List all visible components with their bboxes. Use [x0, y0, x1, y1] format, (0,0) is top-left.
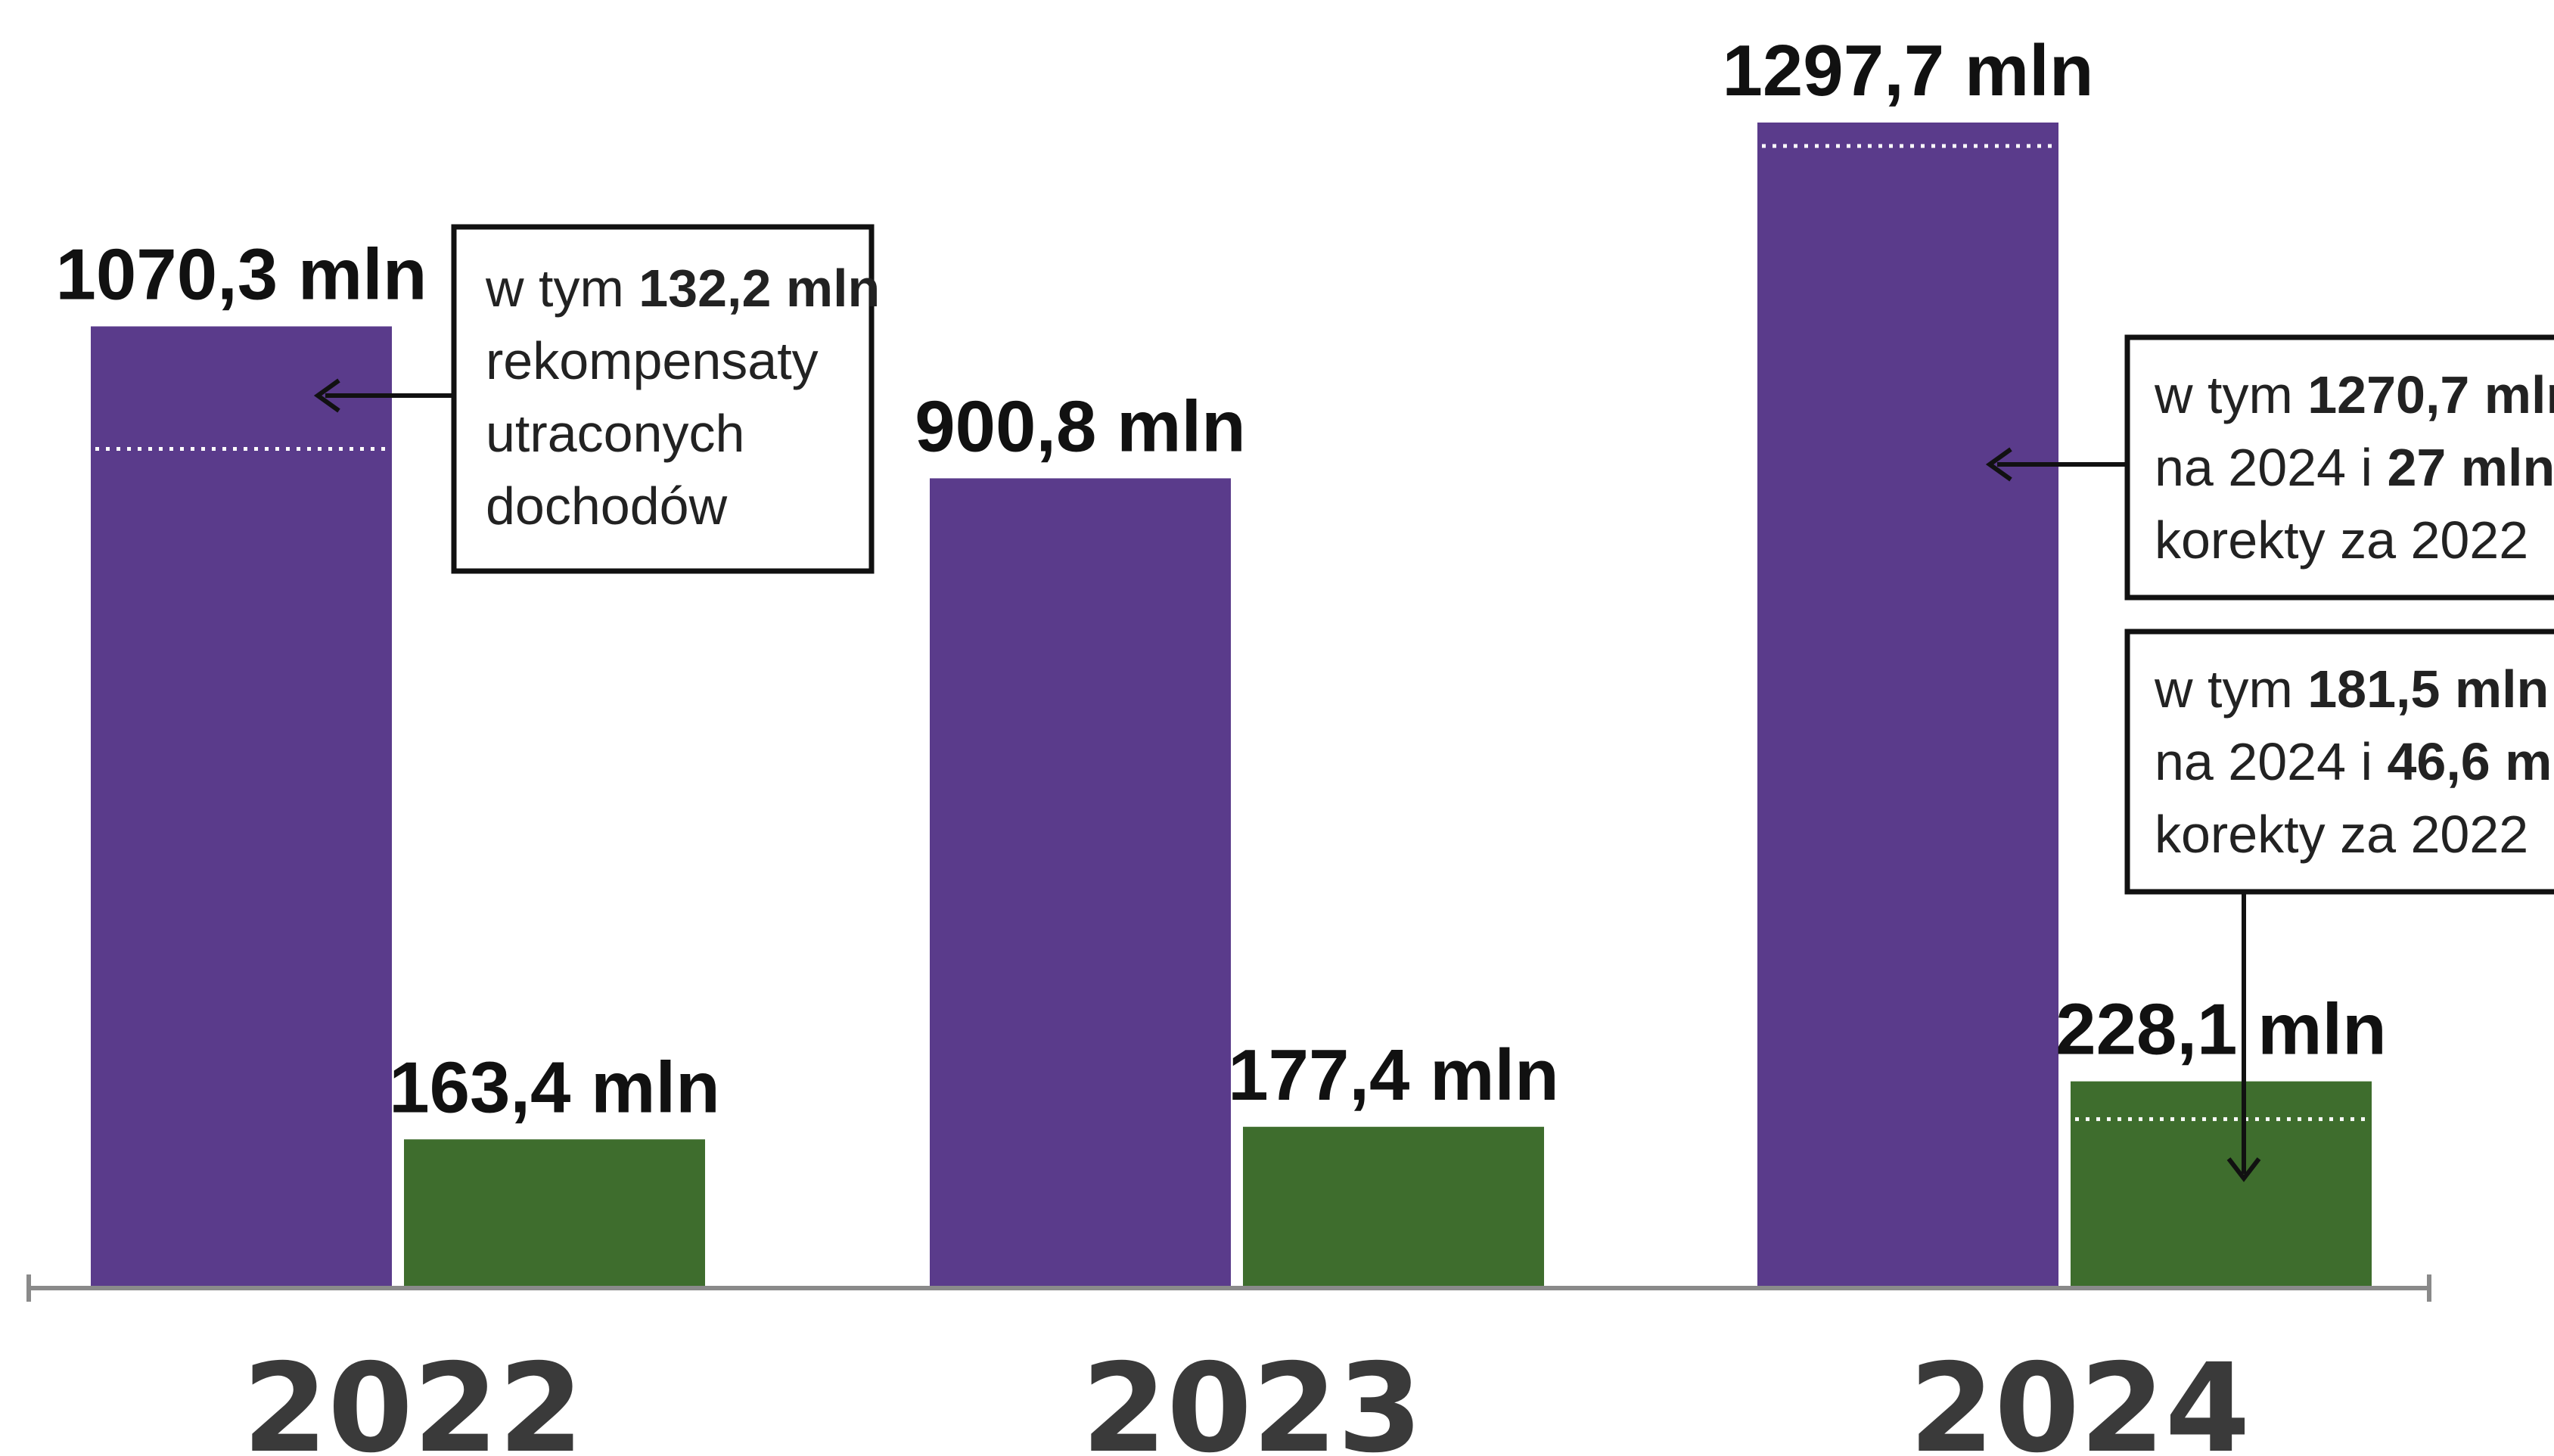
- bar-2022-series-2: [404, 1139, 705, 1286]
- annotation-line-2: rekompensaty: [486, 331, 819, 390]
- annotation-line-1: w tym 181,5 mln: [2154, 660, 2549, 719]
- value-label: 900,8 mln: [915, 386, 1246, 467]
- annotation-line-3: utraconych: [486, 404, 744, 463]
- bar-2023-series-1: [930, 478, 1231, 1286]
- value-label: 1070,3 mln: [56, 234, 427, 315]
- annotation-line-2: na 2024 i 27 mln: [2155, 438, 2554, 497]
- bars-layer: [91, 123, 2372, 1286]
- annotation-box: [2124, 629, 2554, 895]
- bar-2024-series-2: [2071, 1081, 2372, 1286]
- annotation-box: [2124, 334, 2554, 601]
- annotation-2024-green: w tym 181,5 mln na 2024 i 46,6 mln korek…: [2124, 629, 2554, 895]
- bar-2023-series-2: [1243, 1126, 1544, 1286]
- bar-2024-series-1: [1757, 123, 2058, 1286]
- x-tick-labels: 2022 2023 2024: [243, 1338, 2251, 1456]
- value-label: 228,1 mln: [2055, 989, 2387, 1070]
- annotation-text: w tym 132,2 mln rekompensaty utraconych …: [485, 259, 895, 536]
- annotation-line-2: na 2024 i 46,6 mln: [2155, 732, 2554, 791]
- bar-2022-series-1: [91, 326, 392, 1286]
- value-labels-layer: 1070,3 mln 163,4 mln 900,8 mln 177,4 mln 129…: [56, 30, 2387, 1128]
- annotation-2022-purple: w tym 132,2 mln rekompensaty utraconych …: [313, 224, 895, 574]
- x-tick-label: 2023: [1082, 1338, 1423, 1456]
- annotation-line-4: dochodów: [486, 477, 728, 536]
- annotation-text: w tym 181,5 mln na 2024 i 46,6 mln korek…: [2154, 660, 2554, 864]
- arrowhead-left-icon: [1985, 447, 2012, 482]
- value-label: 163,4 mln: [389, 1047, 720, 1128]
- value-label: 1297,7 mln: [1723, 30, 2094, 111]
- annotation-line-1: w tym 1270,7 mln: [2154, 365, 2554, 424]
- annotation-line-1: w tym 132,2 mln: [485, 259, 880, 318]
- value-label: 177,4 mln: [1228, 1035, 1559, 1116]
- x-tick-label: 2022: [243, 1338, 584, 1456]
- arrowhead-down-icon: [2226, 1157, 2261, 1182]
- annotation-line-3: korekty za 2022: [2155, 805, 2528, 864]
- arrowhead-left-icon: [313, 378, 340, 413]
- annotation-text: w tym 1270,7 mln na 2024 i 27 mln korekt…: [2154, 365, 2554, 570]
- x-tick-label: 2024: [1909, 1338, 2251, 1456]
- annotation-box: [451, 224, 875, 574]
- annotation-line-3: korekty za 2022: [2155, 511, 2528, 570]
- annotation-2024-purple: w tym 1270,7 mln na 2024 i 27 mln korekt…: [1985, 334, 2554, 601]
